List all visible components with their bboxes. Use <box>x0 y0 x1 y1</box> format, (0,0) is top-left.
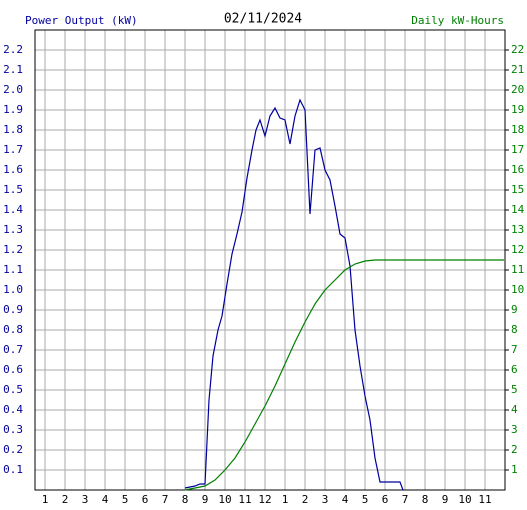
y-axis-label: Power Output (kW) <box>25 14 138 27</box>
x-tick-label: 4 <box>102 493 109 506</box>
y2-tick-label: 12 <box>511 243 524 256</box>
y2-tick-label: 13 <box>511 223 524 236</box>
y2-axis-label: Daily kW-Hours <box>411 14 504 27</box>
y2-tick-label: 15 <box>511 183 524 196</box>
y2-tick-label: 11 <box>511 263 524 276</box>
x-tick-label: 5 <box>362 493 369 506</box>
x-tick-label: 10 <box>218 493 231 506</box>
y-tick-label: 0.8 <box>3 323 23 336</box>
y2-tick-label: 21 <box>511 63 524 76</box>
y2-tick-label: 7 <box>511 343 518 356</box>
y2-tick-label: 20 <box>511 83 524 96</box>
y-tick-label: 2.0 <box>3 83 23 96</box>
y2-tick-label: 6 <box>511 363 518 376</box>
y-tick-label: 1.3 <box>3 223 23 236</box>
y2-tick-label: 16 <box>511 163 524 176</box>
x-tick-label: 10 <box>458 493 471 506</box>
y-tick-label: 0.1 <box>3 463 23 476</box>
y2-tick-label: 14 <box>511 203 525 216</box>
x-tick-label: 6 <box>382 493 389 506</box>
y-tick-label: 0.4 <box>3 403 23 416</box>
x-tick-label: 3 <box>322 493 329 506</box>
y-tick-label: 1.7 <box>3 143 23 156</box>
y-tick-label: 1.4 <box>3 203 23 216</box>
y-tick-label: 1.0 <box>3 283 23 296</box>
x-tick-label: 11 <box>478 493 491 506</box>
y2-tick-label: 18 <box>511 123 524 136</box>
x-tick-label: 9 <box>202 493 209 506</box>
y-tick-label: 1.8 <box>3 123 23 136</box>
y-tick-label: 2.1 <box>3 63 23 76</box>
x-tick-label: 2 <box>62 493 69 506</box>
plot-frame <box>34 29 506 491</box>
x-tick-label: 11 <box>238 493 251 506</box>
x-tick-label: 4 <box>342 493 349 506</box>
y-tick-label: 1.1 <box>3 263 23 276</box>
x-tick-label: 9 <box>442 493 449 506</box>
y-tick-label: 0.7 <box>3 343 23 356</box>
x-tick-label: 1 <box>42 493 49 506</box>
series-line <box>184 98 404 491</box>
y-tick-label: 0.2 <box>3 443 23 456</box>
y2-tick-label: 10 <box>511 283 524 296</box>
x-tick-label: 7 <box>162 493 169 506</box>
y2-tick-label: 19 <box>511 103 524 116</box>
y-tick-label: 1.5 <box>3 183 23 196</box>
x-tick-label: 6 <box>142 493 149 506</box>
y-tick-label: 0.6 <box>3 363 23 376</box>
x-tick-label: 1 <box>282 493 289 506</box>
y-tick-label: 0.5 <box>3 383 23 396</box>
y2-tick-label: 5 <box>511 383 518 396</box>
x-tick-label: 8 <box>422 493 429 506</box>
y2-tick-label: 22 <box>511 43 524 56</box>
y-tick-label: 1.9 <box>3 103 23 116</box>
y2-tick-label: 1 <box>511 463 518 476</box>
y-tick-label: 0.9 <box>3 303 23 316</box>
y2-tick-label: 8 <box>511 323 518 336</box>
y-tick-label: 2.2 <box>3 43 23 56</box>
x-tick-label: 7 <box>402 493 409 506</box>
x-tick-label: 5 <box>122 493 129 506</box>
y2-tick-label: 3 <box>511 423 518 436</box>
y2-tick-label: 17 <box>511 143 524 156</box>
y-tick-label: 1.2 <box>3 243 23 256</box>
chart-title: 02/11/2024 <box>224 12 302 27</box>
y-tick-label: 1.6 <box>3 163 23 176</box>
x-tick-label: 12 <box>258 493 271 506</box>
y2-tick-label: 2 <box>511 443 518 456</box>
y2-tick-label: 4 <box>511 403 518 416</box>
series-line <box>184 259 504 491</box>
y-tick-label: 0.3 <box>3 423 23 436</box>
x-tick-label: 2 <box>302 493 309 506</box>
y2-tick-label: 9 <box>511 303 518 316</box>
x-tick-label: 3 <box>82 493 89 506</box>
x-tick-label: 8 <box>182 493 189 506</box>
